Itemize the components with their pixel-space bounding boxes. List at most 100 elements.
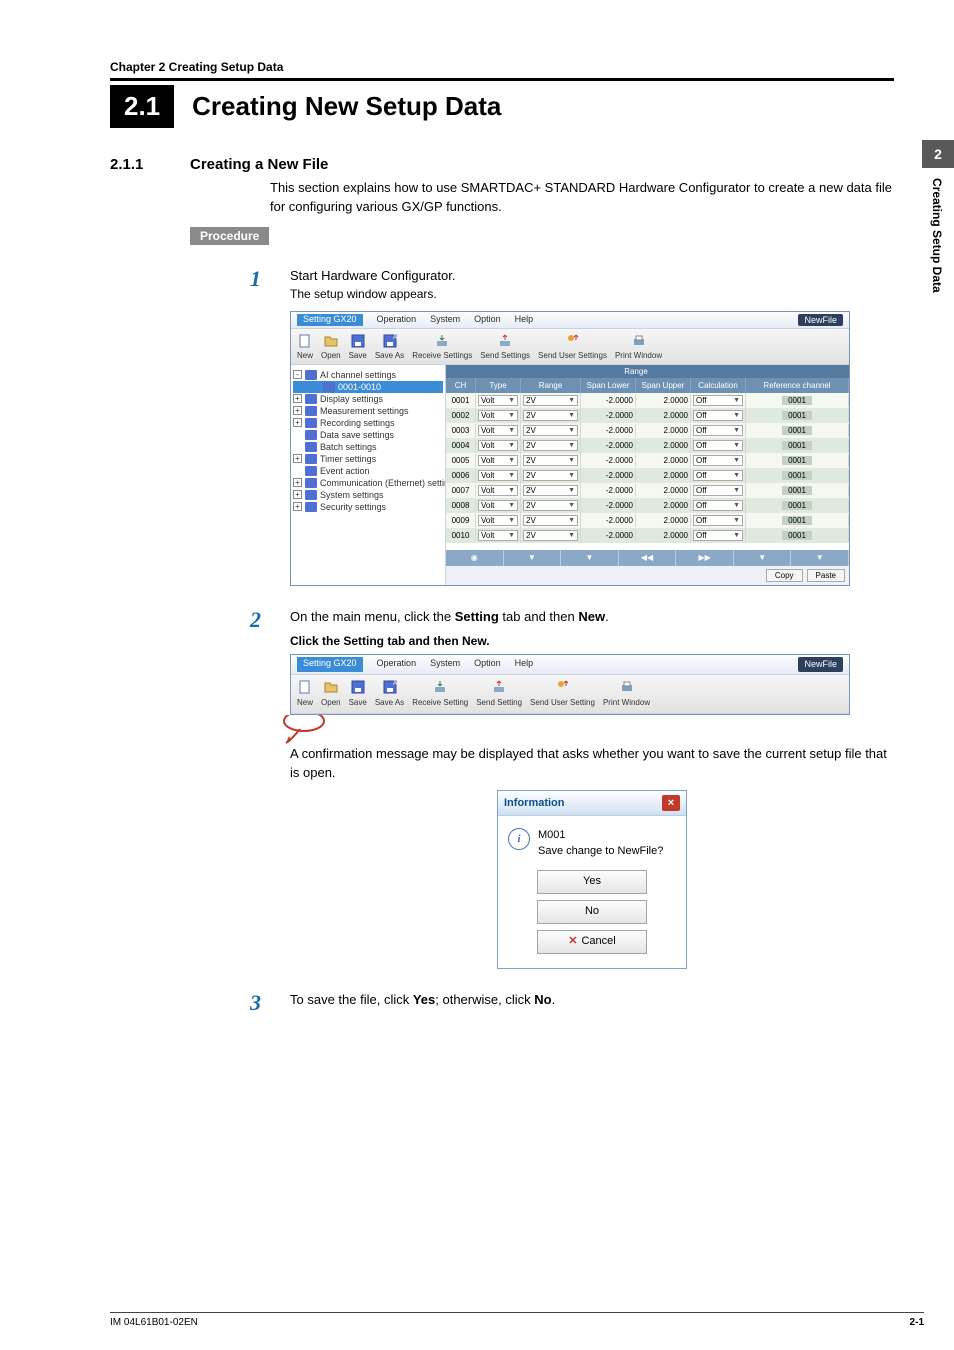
col-ch: CH — [446, 378, 476, 393]
grid-footer-control[interactable]: ◉ — [446, 550, 504, 566]
menu2-system[interactable]: System — [430, 657, 460, 672]
menu2-option[interactable]: Option — [474, 657, 501, 672]
menu2-help[interactable]: Help — [515, 657, 534, 672]
menu-help[interactable]: Help — [515, 314, 534, 326]
toolbar-save-as[interactable]: ASave As — [375, 679, 404, 709]
grid-footer: ◉▼▼◀◀▶▶▼▼ — [446, 550, 849, 566]
menu2-operation[interactable]: Operation — [377, 657, 417, 672]
grid-footer-control[interactable]: ◀◀ — [619, 550, 677, 566]
tree-item[interactable]: Event action — [293, 465, 443, 477]
side-tab-number: 2 — [922, 140, 954, 168]
col-calculation: Calculation — [691, 378, 746, 393]
step-3-line1: To save the file, click Yes; otherwise, … — [290, 991, 894, 1010]
newfile-badge: NewFile — [798, 314, 843, 326]
table-row[interactable]: 0005Volt▼2V▼-2.00002.0000Off▼0001 — [446, 453, 849, 468]
toolbar-save-as[interactable]: ASave As — [375, 333, 404, 360]
svg-text:A: A — [393, 335, 397, 341]
toolbar-open[interactable]: Open — [321, 679, 341, 709]
step-2-caption: Click the Setting tab and then New. — [290, 633, 894, 650]
grid-footer-control[interactable]: ▼ — [504, 550, 562, 566]
toolbar-save[interactable]: Save — [349, 679, 367, 709]
dialog-yes-button[interactable]: Yes — [537, 870, 647, 894]
subsection-title: Creating a New File — [190, 156, 328, 173]
tree-item[interactable]: +Recording settings — [293, 417, 443, 429]
menu-strip-screenshot: Setting GX20 Operation System Option Hel… — [290, 654, 850, 715]
dialog-msg-text: Save change to NewFile? — [538, 844, 663, 860]
tree-item[interactable]: Batch settings — [293, 441, 443, 453]
tree-item[interactable]: +Timer settings — [293, 453, 443, 465]
table-row[interactable]: 0003Volt▼2V▼-2.00002.0000Off▼0001 — [446, 423, 849, 438]
toolbar-send-user-settings[interactable]: Send User Settings — [538, 333, 607, 360]
table-row[interactable]: 0009Volt▼2V▼-2.00002.0000Off▼0001 — [446, 513, 849, 528]
dialog-no-button[interactable]: No — [537, 900, 647, 924]
menubar: Setting GX20 Operation System Option Hel… — [291, 312, 849, 329]
col-type: Type — [476, 378, 521, 393]
table-row[interactable]: 0006Volt▼2V▼-2.00002.0000Off▼0001 — [446, 468, 849, 483]
configurator-main-window: Setting GX20 Operation System Option Hel… — [290, 311, 850, 586]
grid-footer-control[interactable]: ▼ — [791, 550, 849, 566]
menu-setting[interactable]: Setting GX20 — [297, 314, 363, 326]
col-span-upper: Span Upper — [636, 378, 691, 393]
channel-grid: Range CH Type Range Span Lower Span Uppe… — [446, 365, 849, 585]
dialog-cancel-button[interactable]: Cancel — [537, 930, 647, 954]
toolbar: New Open Save ASave As Receive Settings Send … — [291, 329, 849, 365]
table-row[interactable]: 0002Volt▼2V▼-2.00002.0000Off▼0001 — [446, 408, 849, 423]
intro-text: This section explains how to use SMARTDA… — [270, 179, 894, 217]
toolbar-new[interactable]: New — [297, 333, 313, 360]
dialog-close-icon[interactable]: × — [662, 795, 680, 811]
step-number-3: 3 — [250, 991, 290, 1015]
section-number: 2.1 — [110, 85, 174, 128]
table-row[interactable]: 0007Volt▼2V▼-2.00002.0000Off▼0001 — [446, 483, 849, 498]
settings-tree[interactable]: -AI channel settings0001-0010+Display se… — [291, 365, 446, 585]
toolbar-send-user-setting[interactable]: Send User Setting — [530, 679, 595, 709]
tree-item[interactable]: +System settings — [293, 489, 443, 501]
tree-item[interactable]: Data save settings — [293, 429, 443, 441]
table-row[interactable]: 0001Volt▼2V▼-2.00002.0000Off▼0001 — [446, 393, 849, 408]
footer-doc-id: IM 04L61B01-02EN — [110, 1317, 198, 1328]
grid-footer-control[interactable]: ▼ — [734, 550, 792, 566]
tree-item[interactable]: +Measurement settings — [293, 405, 443, 417]
step-number-2: 2 — [250, 608, 290, 969]
callout-arrow — [290, 715, 894, 741]
confirm-dialog: Information × i M001 Save change to NewF… — [497, 790, 687, 969]
col-span-lower: Span Lower — [581, 378, 636, 393]
table-row[interactable]: 0004Volt▼2V▼-2.00002.0000Off▼0001 — [446, 438, 849, 453]
toolbar-receive-settings[interactable]: Receive Settings — [412, 333, 472, 360]
dialog-msg-code: M001 — [538, 828, 663, 844]
procedure-label: Procedure — [190, 227, 269, 245]
menu-system[interactable]: System — [430, 314, 460, 326]
step-number-1: 1 — [250, 267, 290, 303]
step-2-line1: On the main menu, click the Setting tab … — [290, 608, 894, 627]
tree-item[interactable]: 0001-0010 — [293, 381, 443, 393]
tree-item[interactable]: +Display settings — [293, 393, 443, 405]
toolbar-open[interactable]: Open — [321, 333, 341, 360]
chapter-side-tab: 2 Creating Setup Data — [922, 140, 954, 293]
toolbar-send-setting[interactable]: Send Setting — [476, 679, 522, 709]
toolbar-print-window[interactable]: Print Window — [603, 679, 650, 709]
dialog-title: Information — [504, 796, 565, 812]
grid-footer-control[interactable]: ▼ — [561, 550, 619, 566]
grid-header-range: Range — [581, 365, 691, 378]
table-row[interactable]: 0008Volt▼2V▼-2.00002.0000Off▼0001 — [446, 498, 849, 513]
tree-item[interactable]: +Communication (Ethernet) settings — [293, 477, 443, 489]
toolbar-save[interactable]: Save — [349, 333, 367, 360]
tree-item[interactable]: +Security settings — [293, 501, 443, 513]
subsection-number: 2.1.1 — [110, 156, 190, 173]
grid-footer-control[interactable]: ▶▶ — [676, 550, 734, 566]
newfile-badge-2: NewFile — [798, 657, 843, 672]
copy-button[interactable]: Copy — [766, 569, 803, 582]
info-icon: i — [508, 828, 530, 850]
menu2-setting[interactable]: Setting GX20 — [297, 657, 363, 672]
menu-option[interactable]: Option — [474, 314, 501, 326]
menu-operation[interactable]: Operation — [377, 314, 417, 326]
toolbar-print-window[interactable]: Print Window — [615, 333, 662, 360]
section-title: Creating New Setup Data — [192, 85, 501, 128]
toolbar-send-settings[interactable]: Send Settings — [480, 333, 530, 360]
toolbar-new[interactable]: New — [297, 679, 313, 709]
table-row[interactable]: 0010Volt▼2V▼-2.00002.0000Off▼0001 — [446, 528, 849, 543]
toolbar-receive-setting[interactable]: Receive Setting — [412, 679, 468, 709]
paste-button[interactable]: Paste — [807, 569, 845, 582]
tree-item[interactable]: -AI channel settings — [293, 369, 443, 381]
grid-body: 0001Volt▼2V▼-2.00002.0000Off▼00010002Vol… — [446, 393, 849, 543]
toolbar-2: New Open Save ASave As Receive Setting Send S… — [291, 675, 849, 714]
